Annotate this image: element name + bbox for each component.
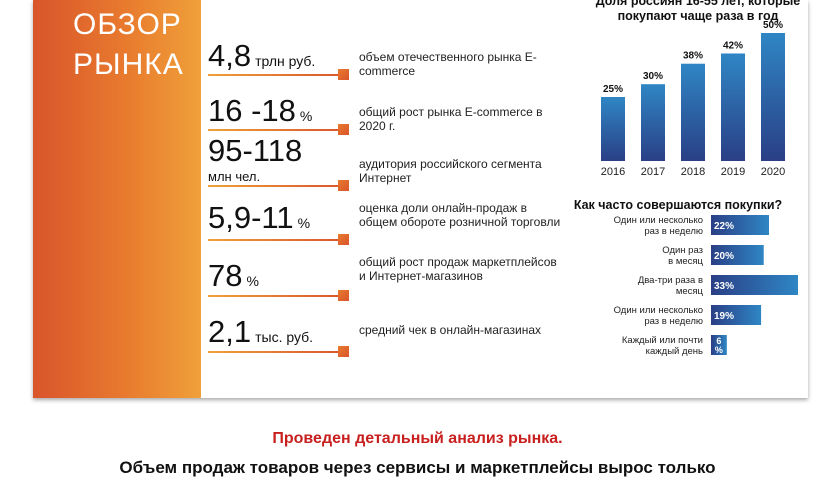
- stat-underline: [208, 129, 343, 131]
- stat-unit: %: [299, 108, 313, 124]
- frequency-bar: [711, 215, 769, 235]
- buyers-value-label: 50%: [763, 20, 783, 31]
- stat-average-check: 2,1 тыс. руб. средний чек в онлайн-магази…: [208, 314, 568, 370]
- stat-growth: 16 -18% общий рост рынка E-commerce в 20…: [208, 93, 568, 149]
- frequency-category-label: Два-три раза в: [638, 275, 703, 286]
- frequency-value-label: 22%: [714, 221, 734, 232]
- buyers-chart-title: Доля россиян 16-55 лет, которые покупают…: [593, 0, 803, 24]
- stat-marker: [338, 180, 349, 191]
- frequency-value-label: %: [715, 345, 723, 355]
- stat-marker: [338, 124, 349, 135]
- stat-underline: [208, 74, 343, 76]
- buyers-chart-title-line-2: покупают чаще раза в год: [617, 9, 779, 23]
- frequency-bar: [711, 275, 798, 295]
- side-band: ОБЗОР РЫНКА: [33, 0, 201, 398]
- caption-headline: Проведен детальный анализ рынка.: [272, 430, 563, 447]
- frequency-category-label: Один или несколько: [614, 215, 703, 226]
- stat-description: общий рост продаж маркетплейсов и Интерн…: [359, 255, 557, 283]
- frequency-bar: [711, 305, 762, 325]
- caption-subline: Объем продаж товаров через сервисы и мар…: [119, 458, 716, 477]
- frequency-chart-title: Как часто совершаются покупки?: [573, 198, 783, 212]
- frequency-category-label: в месяц: [668, 256, 703, 267]
- stat-underline: [208, 185, 343, 187]
- frequency-bar: [711, 335, 727, 355]
- stat-marker: [338, 234, 349, 245]
- frequency-category-label: месяц: [676, 286, 704, 297]
- infographic-panel: ОБЗОР РЫНКА 4,8 трлн руб. объем отечестве…: [33, 0, 808, 398]
- stat-online-share: 5,9-11% оценка доли онлайн-продаж в обще…: [208, 200, 568, 256]
- frequency-category-label: раз в неделю: [644, 316, 703, 327]
- frequency-value-label: 20%: [714, 251, 734, 262]
- buyers-bar-2017: [641, 84, 665, 161]
- buyers-bar-2018: [681, 63, 705, 161]
- stat-value: 4,8: [208, 38, 252, 73]
- stat-marketplace-growth: 78% общий рост продаж маркетплейсов и Ин…: [208, 255, 568, 314]
- stat-underline: [208, 239, 343, 241]
- buyers-chart-svg: 25% 2016 30% 2017 38% 2018 42% 2019 50% 2020: [601, 20, 785, 178]
- side-title-line-1: ОБЗОР: [73, 8, 182, 41]
- buyers-bar-2019: [721, 53, 745, 162]
- stat-audience: 95-118 млн чел. аудитория российского се…: [208, 133, 568, 191]
- buyers-share-chart: Доля россиян 16-55 лет, которые покупают…: [593, 0, 803, 185]
- stat-unit: трлн руб.: [255, 53, 316, 69]
- stat-value: 95-118: [208, 133, 303, 168]
- buyers-value-label: 30%: [643, 71, 663, 82]
- stat-marker: [338, 346, 349, 357]
- buyers-value-label: 38%: [683, 51, 703, 62]
- stat-description: общий рост рынка E-commerce в 2020 г.: [359, 105, 543, 133]
- stat-value: 5,9-11: [208, 200, 294, 235]
- buyers-category-label: 2017: [641, 166, 665, 178]
- frequency-bar: [711, 245, 764, 265]
- buyers-bar-2016: [601, 97, 625, 161]
- buyers-chart-title-line-1: Доля россиян 16-55 лет, которые: [595, 0, 801, 8]
- stat-description: оценка доли онлайн-продаж в общем оборот…: [359, 201, 561, 229]
- stat-marker: [338, 69, 349, 80]
- buyers-bar-2020: [761, 33, 785, 161]
- frequency-category-label: Один или несколько: [614, 305, 703, 316]
- stat-value: 2,1: [208, 314, 252, 349]
- frequency-category-label: каждый день: [646, 346, 703, 357]
- side-title-line-2: РЫНКА: [73, 48, 184, 81]
- caption: Проведен детальный анализ рынка.: [0, 430, 835, 448]
- stat-unit: тыс. руб.: [255, 329, 314, 345]
- stat-marker: [338, 290, 349, 301]
- buyers-category-label: 2018: [681, 166, 705, 178]
- stat-unit: %: [246, 273, 259, 289]
- stat-value: 16 -18: [208, 93, 296, 128]
- buyers-category-label: 2020: [761, 166, 785, 178]
- stat-unit: млн чел.: [208, 169, 261, 184]
- stat-unit: %: [297, 215, 311, 231]
- purchase-frequency-chart: Как часто совершаются покупки? 22% Один и…: [553, 195, 808, 365]
- stat-underline: [208, 351, 343, 353]
- frequency-value-label: 33%: [714, 281, 734, 292]
- stat-description: средний чек в онлайн-магазинах: [359, 323, 542, 337]
- stat-market-volume: 4,8 трлн руб. объем отечественного рынка …: [208, 38, 568, 94]
- frequency-category-label: Один раз: [662, 245, 703, 256]
- stat-description: аудитория российского сегмента Интернет: [359, 157, 542, 185]
- stat-underline: [208, 295, 343, 297]
- frequency-value-label: 19%: [714, 311, 734, 322]
- stat-description: объем отечественного рынка E-commerce: [359, 50, 537, 78]
- buyers-category-label: 2016: [601, 166, 625, 178]
- buyers-value-label: 42%: [723, 40, 743, 51]
- frequency-category-label: Каждый или почти: [622, 335, 703, 346]
- buyers-value-label: 25%: [603, 84, 623, 95]
- frequency-value-label: 6: [716, 336, 721, 346]
- buyers-category-label: 2019: [721, 166, 745, 178]
- frequency-category-label: раз в неделю: [644, 226, 703, 237]
- stat-value: 78: [208, 258, 243, 293]
